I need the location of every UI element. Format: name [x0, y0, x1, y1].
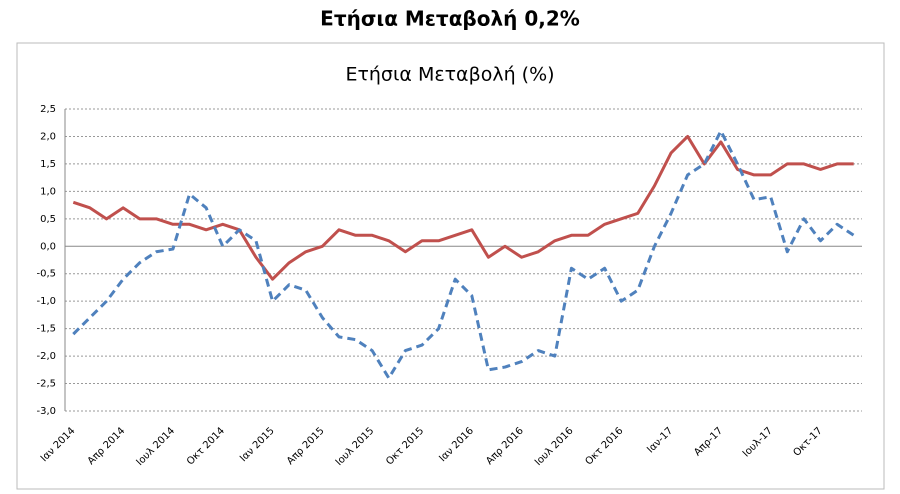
y-tick-label: 2,0: [40, 131, 56, 142]
chart-title: Ετήσια Μεταβολή (%): [345, 64, 554, 86]
y-tick-label: -3,0: [36, 406, 56, 417]
y-tick-label: 0,5: [40, 214, 56, 225]
y-tick-label: 1,5: [40, 159, 56, 170]
y-tick-label: -1,5: [36, 324, 56, 335]
y-tick-label: -2,0: [36, 351, 56, 362]
y-tick-label: 2,5: [40, 104, 56, 115]
y-tick-label: -2,5: [36, 379, 56, 390]
chart-frame: [16, 42, 885, 490]
y-tick-label: 0,0: [40, 241, 56, 252]
y-tick-label: 1,0: [40, 186, 56, 197]
page-title: Ετήσια Μεταβολή 0,2%: [320, 7, 580, 31]
y-tick-label: -1,0: [36, 296, 56, 307]
series-line: [72, 129, 855, 380]
y-tick-label: -0,5: [36, 269, 56, 280]
series-line: [72, 134, 854, 281]
